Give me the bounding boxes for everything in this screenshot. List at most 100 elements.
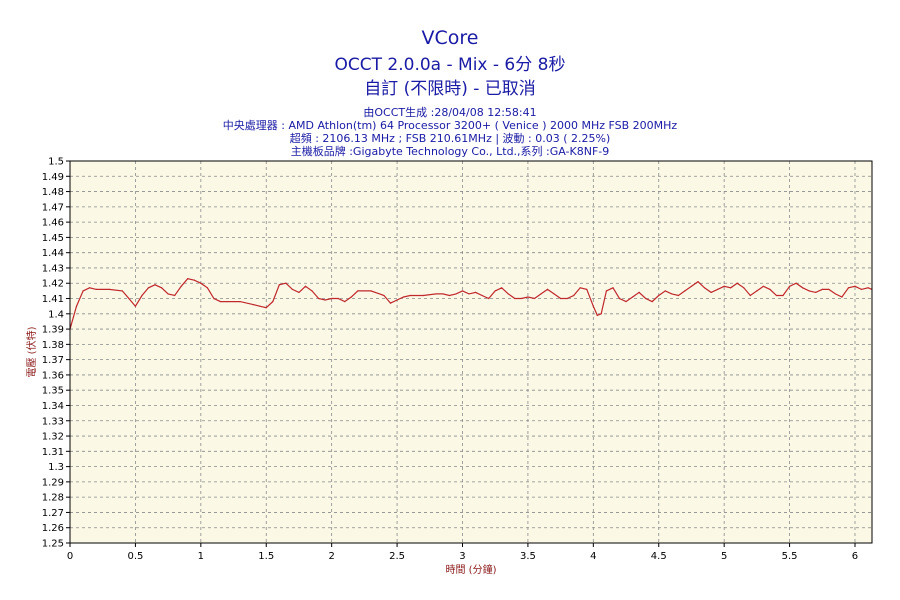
vcore-data-point	[625, 300, 627, 303]
vcore-data-point	[756, 290, 758, 292]
vcore-data-point	[514, 297, 516, 300]
vcore-data-point	[141, 294, 143, 297]
vcore-data-point	[344, 300, 346, 303]
vcore-data-point	[638, 291, 640, 294]
y-tick-label: 1.47	[42, 202, 64, 213]
chart-title: VCore	[421, 27, 479, 49]
vcore-data-point	[403, 296, 405, 298]
y-tick-label: 1.41	[42, 294, 64, 305]
cpu-info: 中央處理器 : AMD Athlon(tm) 64 Processor 3200…	[222, 119, 678, 132]
vcore-data-point	[605, 290, 608, 292]
vcore-data-point	[389, 302, 392, 304]
y-axis-label: 電壓 (伏特)	[25, 326, 38, 377]
vcore-data-point	[631, 296, 634, 298]
vcore-data-point	[409, 294, 411, 297]
vcore-data-point	[540, 293, 542, 295]
chart-subtitle: OCCT 2.0.0a - Mix - 6分 8秒	[334, 55, 566, 75]
y-tick-label: 1.4	[48, 309, 64, 320]
y-tick-label: 1.5	[48, 157, 64, 168]
vcore-data-point	[828, 288, 830, 290]
y-tick-label: 1.33	[42, 416, 64, 427]
y-tick-label: 1.49	[42, 172, 64, 183]
vcore-data-point	[331, 297, 333, 300]
vcore-data-point	[520, 297, 522, 300]
x-tick-label: 0.5	[127, 551, 143, 562]
vcore-data-points	[69, 278, 873, 330]
vcore-data-point	[690, 285, 693, 287]
vcore-data-point	[788, 285, 791, 287]
vcore-data-point	[442, 293, 444, 295]
x-tick-label: 5	[721, 551, 727, 562]
vcore-data-point	[337, 297, 339, 300]
vcore-data-point	[213, 297, 215, 300]
overclock-info: 超頻 : 2106.13 MHz ; FSB 210.61MHz | 波動 : …	[289, 132, 611, 145]
vcore-data-point	[488, 297, 490, 300]
x-axis-label: 時間 (分鐘)	[446, 563, 497, 576]
x-tick-label: 6	[852, 551, 858, 562]
vcore-data-point	[841, 296, 843, 298]
x-tick-label: 2.5	[389, 551, 405, 562]
vcore-data-point	[265, 307, 267, 309]
vcore-data-point	[121, 290, 123, 292]
vcore-data-point	[435, 293, 437, 295]
vcore-data-point	[579, 287, 581, 289]
test-status: 自訂 (不限時) - 已取消	[364, 79, 536, 99]
y-tick-label: 1.42	[42, 279, 64, 290]
vcore-data-point	[154, 284, 156, 286]
vcore-data-point	[507, 293, 509, 295]
vcore-data-point	[200, 282, 202, 284]
vcore-data-point	[808, 290, 810, 292]
grid-lines	[70, 161, 872, 543]
y-tick-label: 1.27	[42, 508, 64, 519]
vcore-data-point	[187, 278, 189, 280]
vcore-data-point	[560, 297, 562, 300]
vcore-data-point	[867, 287, 869, 289]
vcore-data-point	[134, 305, 137, 307]
x-tick-label: 5.5	[782, 551, 798, 562]
y-tick-label: 1.48	[42, 187, 64, 198]
vcore-data-point	[304, 285, 307, 287]
x-tick-label: 4	[590, 551, 596, 562]
vcore-data-point	[128, 297, 130, 300]
vcore-data-point	[749, 294, 751, 297]
vcore-data-point	[736, 282, 738, 284]
vcore-data-point	[278, 284, 280, 286]
vcore-data-point	[219, 300, 222, 303]
y-tick-label: 1.3	[48, 462, 64, 473]
vcore-data-point	[291, 288, 294, 290]
vcore-data-point	[160, 287, 163, 289]
y-tick-label: 1.36	[42, 370, 64, 381]
vcore-data-point	[658, 294, 660, 297]
vcore-data-point	[324, 299, 326, 301]
y-tick-label: 1.28	[42, 493, 64, 504]
vcore-data-point	[82, 290, 84, 292]
vcore-data-point	[167, 293, 169, 295]
vcore-data-point	[860, 288, 863, 290]
vcore-data-point	[75, 305, 78, 307]
y-tick-label: 1.37	[42, 355, 64, 366]
vcore-data-point	[618, 297, 621, 300]
y-axis-ticks: 1.25 1.26 1.27 1.28 1.29 1.3 1.31 1.32 1.33 1.34 1…	[42, 157, 70, 550]
y-tick-label: 1.44	[42, 248, 64, 259]
vcore-data-point	[697, 281, 699, 283]
vcore-data-point	[533, 297, 536, 300]
vcore-data-point	[717, 288, 719, 290]
vcore-data-point	[383, 294, 385, 297]
vcore-data-point	[474, 291, 477, 294]
vcore-data-point	[677, 294, 679, 297]
vcore-data-point	[494, 290, 496, 292]
vcore-data-point	[422, 294, 424, 297]
x-tick-label: 2	[328, 551, 334, 562]
vcore-data-point	[566, 297, 568, 300]
y-tick-label: 1.38	[42, 340, 64, 351]
vcore-data-point	[546, 288, 549, 290]
vcore-data-point	[396, 299, 398, 301]
vcore-data-point	[723, 285, 725, 287]
x-tick-label: 1	[198, 551, 204, 562]
vcore-data-point	[710, 291, 712, 294]
vcore-data-point	[600, 313, 602, 315]
vcore-data-point	[730, 287, 732, 289]
y-tick-label: 1.26	[42, 523, 64, 534]
x-tick-label: 3	[459, 551, 465, 562]
plot-area	[70, 161, 872, 543]
